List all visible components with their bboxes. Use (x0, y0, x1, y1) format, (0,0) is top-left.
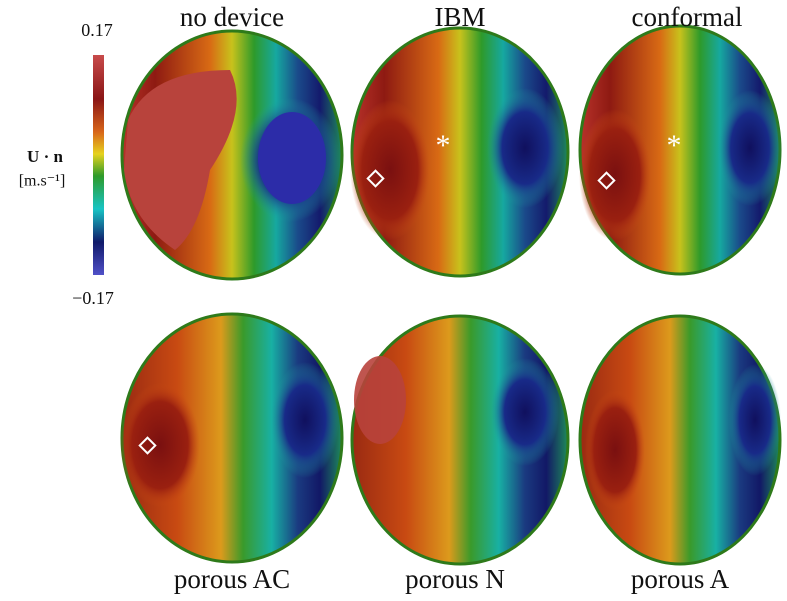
colorbar-unit: [m.s⁻¹] (19, 173, 66, 190)
panel-title: porous A (631, 564, 730, 594)
panel: * conformal (578, 2, 782, 276)
panel-title: no device (180, 2, 284, 32)
panel: porous N (350, 314, 570, 594)
panel-title: IBM (434, 2, 485, 32)
colorbar-max: 0.17 (81, 20, 113, 40)
panel: no device (120, 2, 344, 281)
panel-title: conformal (632, 2, 743, 32)
panel-title: porous AC (174, 564, 290, 594)
colorbar (93, 55, 104, 275)
svg-text:*: * (667, 129, 682, 162)
colorbar-quantity: U · n (27, 147, 63, 166)
svg-text:*: * (436, 129, 451, 162)
panel: * IBM (350, 2, 570, 278)
panel: porous A (578, 314, 782, 594)
panel-title: porous N (405, 564, 505, 594)
colorbar-min: −0.17 (72, 288, 114, 308)
panel: porous AC (120, 312, 344, 594)
